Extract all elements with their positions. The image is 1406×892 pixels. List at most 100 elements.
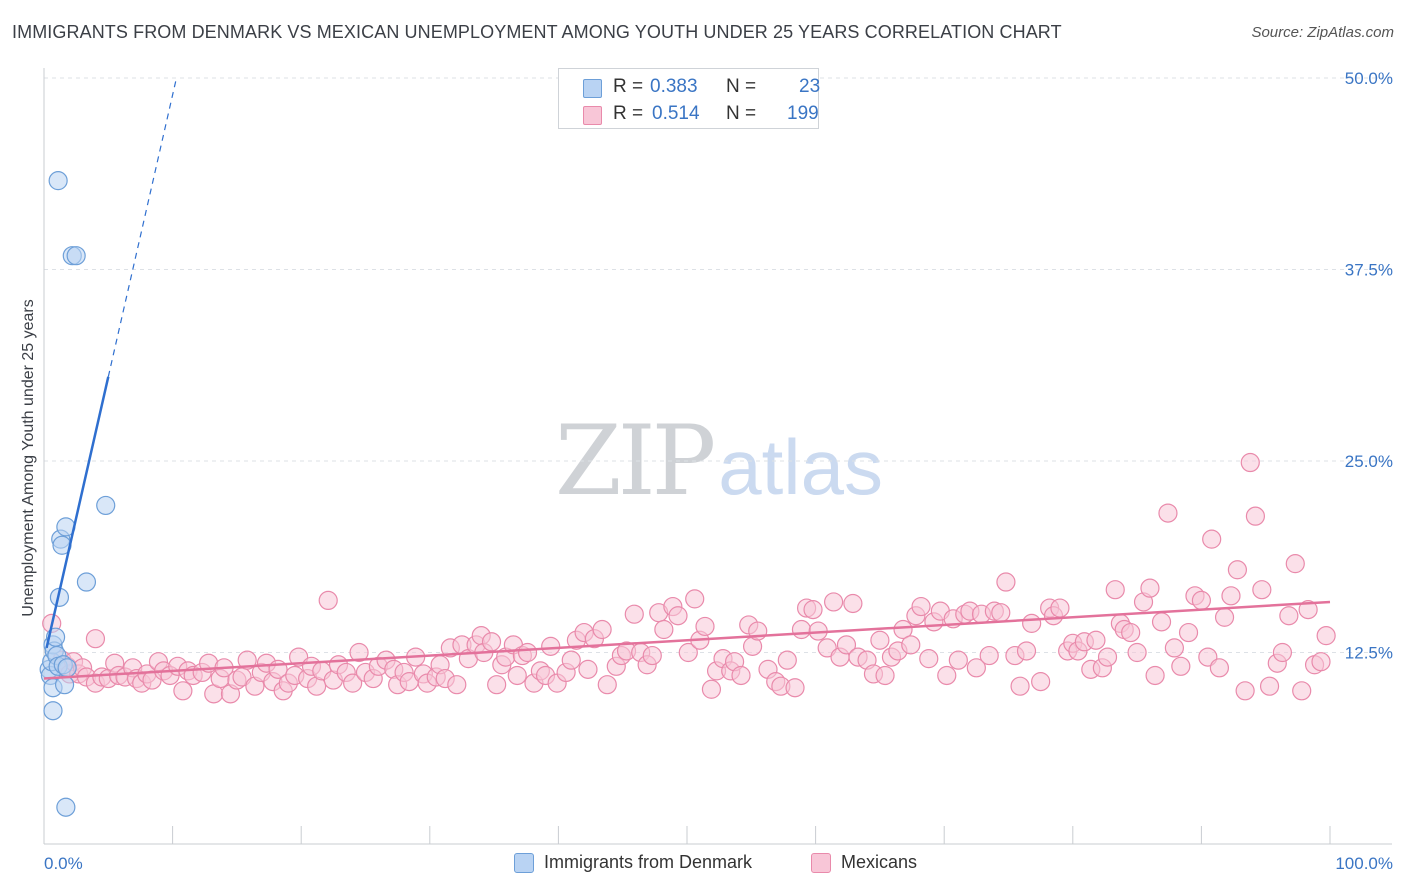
legend-swatch-mexicans — [583, 106, 602, 125]
point-mexicans — [343, 673, 363, 693]
bottom-legend-label-mexicans: Mexicans — [841, 852, 918, 872]
point-denmark — [66, 246, 86, 266]
point-mexicans — [824, 592, 844, 612]
point-mexicans — [948, 650, 968, 670]
point-mexicans — [1279, 606, 1299, 626]
point-mexicans — [481, 632, 502, 652]
y-tick-label: 37.5% — [1345, 261, 1393, 280]
point-denmark — [43, 701, 63, 721]
point-mexicans — [1121, 622, 1141, 643]
point-denmark — [96, 495, 116, 516]
bottom-legend-swatch-denmark — [514, 853, 534, 873]
point-mexicans — [1245, 506, 1266, 526]
point-mexicans — [173, 681, 193, 701]
point-mexicans — [1227, 560, 1248, 580]
point-mexicans — [668, 606, 688, 626]
point-mexicans — [695, 616, 715, 637]
point-mexicans — [991, 603, 1011, 623]
point-mexicans — [1050, 598, 1070, 618]
point-mexicans — [1298, 600, 1318, 620]
point-mexicans — [561, 650, 581, 670]
y-tick-label: 25.0% — [1345, 452, 1393, 471]
legend-r-value: 0.383 — [650, 76, 698, 97]
point-mexicans — [843, 593, 863, 614]
point-mexicans — [996, 572, 1016, 592]
point-mexicans — [1031, 672, 1051, 692]
point-mexicans — [1010, 676, 1030, 696]
point-mexicans — [1316, 626, 1336, 646]
point-mexicans — [937, 665, 957, 686]
trendline-denmark — [45, 376, 110, 649]
legend-swatch-denmark — [583, 79, 602, 98]
point-mexicans — [1016, 641, 1037, 661]
point-mexicans — [1259, 676, 1280, 696]
point-mexicans — [875, 665, 895, 686]
point-mexicans — [701, 679, 722, 699]
point-mexicans — [1285, 554, 1305, 574]
point-mexicans — [237, 650, 257, 670]
point-mexicans — [1272, 642, 1293, 663]
point-mexicans — [1164, 638, 1184, 658]
point-mexicans — [1209, 658, 1230, 678]
point-mexicans — [1214, 607, 1235, 627]
y-tick-label: 12.5% — [1345, 644, 1393, 663]
point-mexicans — [349, 642, 369, 663]
point-mexicans — [1151, 612, 1172, 632]
point-mexicans — [685, 589, 705, 609]
legend-n-label: N = — [726, 103, 757, 124]
point-mexicans — [487, 675, 507, 695]
point-mexicans — [1221, 586, 1241, 606]
point-mexicans — [1311, 652, 1331, 672]
point-mexicans — [1022, 613, 1042, 633]
x-tick-label-min: 0.0% — [44, 854, 83, 873]
point-mexicans — [870, 630, 890, 650]
legend-r-label: R = — [613, 76, 644, 97]
point-mexicans — [1145, 665, 1165, 686]
point-mexicans — [777, 650, 797, 670]
legend-n-value: 23 — [799, 76, 821, 97]
point-mexicans — [592, 619, 612, 640]
point-mexicans — [597, 675, 617, 695]
point-denmark — [48, 171, 68, 191]
source-label: Source: ZipAtlas.com — [1251, 24, 1394, 41]
legend-r-label: R = — [613, 103, 644, 124]
x-tick-label-max: 100.0% — [1335, 854, 1393, 873]
trendline-mexicans — [43, 600, 1331, 680]
point-denmark — [56, 797, 76, 817]
point-mexicans — [507, 665, 527, 686]
point-mexicans — [1235, 681, 1255, 701]
chart-title: IMMIGRANTS FROM DENMARK VS MEXICAN UNEMP… — [12, 22, 1062, 42]
point-mexicans — [1178, 622, 1199, 643]
point-mexicans — [447, 675, 467, 695]
bottom-legend-label-denmark: Immigrants from Denmark — [544, 852, 753, 872]
point-mexicans — [791, 619, 812, 640]
point-mexicans — [678, 642, 698, 663]
point-mexicans — [1252, 580, 1272, 600]
point-mexicans — [919, 649, 939, 669]
point-mexicans — [1240, 452, 1260, 473]
point-mexicans — [1086, 630, 1106, 650]
point-mexicans — [1097, 647, 1118, 667]
point-mexicans — [1191, 590, 1212, 611]
point-mexicans — [803, 600, 823, 620]
trendline-extension-denmark — [107, 77, 178, 377]
y-tick-label: 50.0% — [1345, 69, 1393, 88]
point-mexicans — [1171, 656, 1191, 676]
point-mexicans — [893, 619, 913, 640]
point-mexicans — [1105, 580, 1125, 600]
bottom-legend-swatch-mexicans — [811, 853, 831, 873]
point-mexicans — [654, 619, 674, 640]
legend-n-label: N = — [726, 76, 757, 97]
point-mexicans — [785, 678, 805, 698]
point-mexicans — [1127, 642, 1147, 663]
point-mexicans — [1292, 681, 1312, 701]
point-mexicans — [318, 590, 338, 611]
legend-n-value: 199 — [787, 103, 819, 124]
legend-r-value: 0.514 — [652, 103, 700, 124]
point-mexicans — [517, 642, 538, 663]
point-mexicans — [624, 604, 644, 624]
point-denmark — [76, 572, 97, 592]
point-mexicans — [578, 659, 598, 679]
point-denmark — [57, 658, 77, 678]
